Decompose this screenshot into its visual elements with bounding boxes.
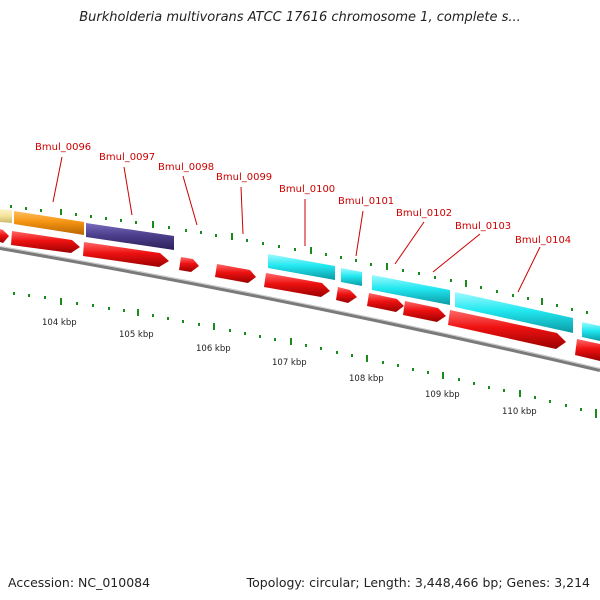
accession-text: Accession: NC_010084 [8, 575, 151, 590]
kbp-label-105: 105 kbp [119, 330, 154, 340]
feature-cyan-0103[interactable] [455, 292, 573, 333]
gene-label-0099[interactable]: Bmul_0099 [216, 172, 272, 183]
cds-arrow-0100[interactable] [264, 273, 330, 297]
kbp-label-104: 104 kbp [42, 318, 77, 328]
cds-arrow-0099[interactable] [215, 264, 256, 283]
cds-arrow-0102[interactable] [367, 293, 404, 312]
kbp-label-107: 107 kbp [272, 358, 307, 368]
feature-pale-yellow[interactable] [0, 209, 12, 223]
cds-arrow-0097[interactable] [83, 242, 169, 267]
gene-label-0102[interactable]: Bmul_0102 [396, 208, 452, 219]
cds-arrow-0104[interactable] [448, 310, 566, 349]
gene-label-leaders [52, 156, 541, 293]
gene-label-0097[interactable]: Bmul_0097 [99, 152, 155, 163]
gene-label-0096[interactable]: Bmul_0096 [35, 142, 91, 153]
cds-arrow-0103[interactable] [403, 301, 446, 322]
cds-arrow-0095[interactable] [0, 229, 9, 243]
feature-cyan-0101[interactable] [341, 268, 362, 286]
gene-label-0104[interactable]: Bmul_0104 [515, 235, 571, 246]
feature-orange[interactable] [14, 211, 84, 235]
cds-track [0, 229, 600, 361]
gene-label-0100[interactable]: Bmul_0100 [279, 184, 335, 195]
kbp-scale-labels: 104 kbp 105 kbp 106 kbp 107 kbp 108 kbp … [42, 318, 537, 417]
feature-purple[interactable] [86, 223, 174, 250]
lower-tick-row [13, 292, 597, 418]
feature-cyan-0104[interactable] [582, 322, 600, 341]
cds-arrow-0098[interactable] [179, 257, 199, 272]
kbp-label-106: 106 kbp [196, 344, 231, 354]
gene-labels: Bmul_0096 Bmul_0097 Bmul_0098 Bmul_0099 … [35, 142, 571, 246]
feature-cyan-0100[interactable] [268, 254, 335, 280]
kbp-label-110: 110 kbp [502, 407, 537, 417]
upper-tick-row [10, 205, 588, 314]
kbp-label-108: 108 kbp [349, 374, 384, 384]
topology-summary: Topology: circular; Length: 3,448,466 bp… [246, 575, 590, 590]
gene-label-0101[interactable]: Bmul_0101 [338, 196, 394, 207]
cds-arrow-0096[interactable] [11, 231, 80, 253]
cds-arrow-0101[interactable] [336, 287, 357, 303]
chromosome-backbone-highlight [0, 246, 600, 369]
gene-label-0103[interactable]: Bmul_0103 [455, 221, 511, 232]
cds-arrow-0105[interactable] [575, 339, 600, 361]
chromosome-backbone [0, 246, 600, 372]
map-title: Burkholderia multivorans ATCC 17616 chro… [79, 10, 521, 25]
feature-cyan-0102[interactable] [372, 275, 450, 305]
kbp-label-109: 109 kbp [425, 390, 460, 400]
outer-feature-track [0, 209, 600, 341]
gene-label-0098[interactable]: Bmul_0098 [158, 162, 214, 173]
